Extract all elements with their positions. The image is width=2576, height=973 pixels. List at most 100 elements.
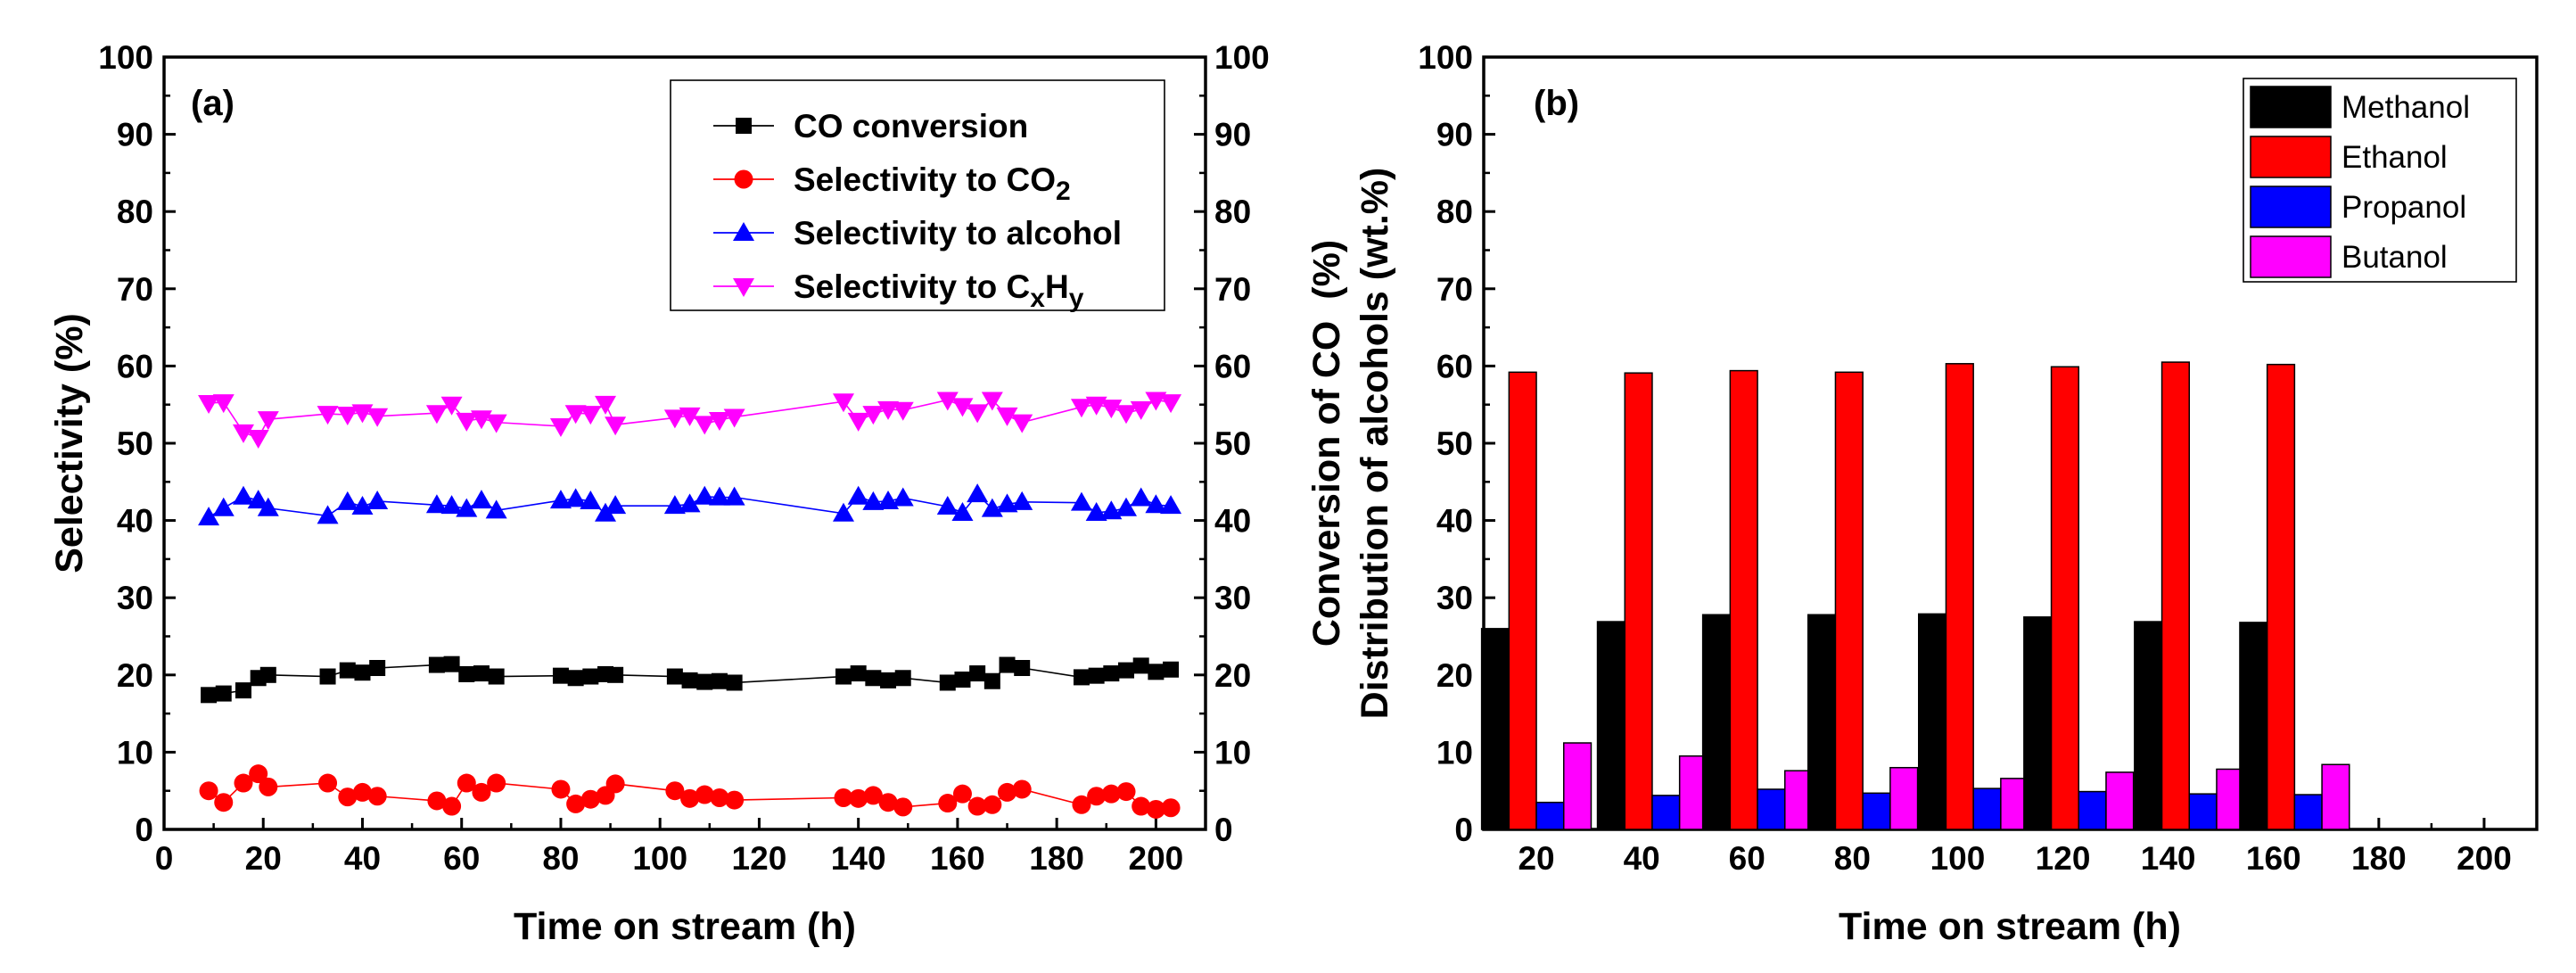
panel-a-selectivity-alcohol-point: [679, 493, 701, 513]
panel-a-selectivity-co2-point: [725, 790, 745, 810]
panel-a-selectivity-alcohol-point: [198, 507, 220, 526]
panel-b-bar-butanol: [2105, 771, 2135, 830]
panel-b-y-tick-label: 60: [1436, 348, 1473, 384]
panel-a-selectivity-co2-point: [580, 789, 600, 809]
panel-a-co-conversion-point: [1118, 662, 1135, 679]
panel-a-selectivity-alcohol-point: [1160, 495, 1182, 515]
panel-a-selectivity-cxhy-point: [212, 394, 235, 414]
panel-a-selectivity-cxhy-point: [832, 393, 854, 413]
panel-a-selectivity-alcohol-point: [847, 485, 869, 505]
panel-a-co-conversion-point: [354, 664, 371, 681]
panel-a-legend-box: [670, 79, 1165, 311]
panel-a-selectivity-alcohol-point: [1011, 491, 1033, 510]
panel-a-selectivity-co2-point: [249, 764, 268, 784]
legend-text-main: Selectivity to C: [794, 268, 1030, 305]
panel-a-selectivity-cxhy-point: [595, 395, 617, 415]
panel-b-bar-ethanol: [2160, 361, 2191, 830]
panel-b-bar-ethanol: [1945, 363, 1974, 830]
panel-a-co-conversion-point: [473, 665, 490, 682]
panel-a-selectivity-cxhy-point: [663, 409, 686, 429]
panel-b-bar-propanol: [1651, 795, 1681, 830]
panel-a-selectivity-alcohol-point: [564, 488, 587, 507]
panel-a-co-conversion-point: [552, 667, 569, 684]
panel-a-selectivity-co2-point: [352, 782, 372, 802]
panel-a-selectivity-co2-point: [234, 773, 253, 793]
panel-a-selectivity-co2-point: [1161, 798, 1181, 818]
panel-b-x-tick-label: 20: [1518, 840, 1554, 877]
panel-a-co-conversion-point: [607, 666, 624, 683]
panel-b-legend-ethanol-label: Ethanol: [2341, 140, 2448, 175]
panel-a-co-conversion-point: [1103, 665, 1120, 682]
panel-a-selectivity-alcohol-point: [470, 490, 492, 509]
panel-b-bar-butanol: [2321, 763, 2350, 830]
panel-a-selectivity-co2-point: [710, 787, 729, 807]
panel-a-selectivity-alcohol-point: [723, 486, 745, 506]
panel-a-selectivity-cxhy-point: [247, 429, 269, 449]
panel-a-co-conversion-point: [983, 672, 1000, 689]
panel-b-bar-propanol: [1757, 788, 1786, 830]
panel-a-co-conversion-point: [369, 660, 386, 677]
panel-a-co-conversion-point: [1014, 660, 1031, 677]
panel-a-x-tick-label: 160: [930, 840, 985, 877]
panel-b-y-tick-label: 70: [1436, 271, 1473, 308]
legend-text-subscript: y: [1069, 284, 1084, 313]
panel-a-selectivity-co2-point: [849, 788, 868, 808]
panel-a-x-tick-label: 180: [1029, 840, 1084, 877]
panel-a-selectivity-alcohol-point: [951, 501, 974, 521]
panel-a-y-tick-label: 0: [135, 812, 153, 848]
panel-a-co-conversion-point: [939, 674, 956, 691]
panel-b-bar-propanol: [1972, 787, 2002, 830]
panel-a-selectivity-co2-point: [1132, 796, 1151, 816]
panel-a-co-conversion-point: [726, 674, 743, 691]
panel-a-selectivity-co2-point: [1101, 784, 1121, 804]
panel-b-y-tick-label: 20: [1436, 657, 1473, 694]
panel-a-selectivity-co2-point: [893, 797, 913, 817]
panel-a-x-tick-label: 120: [732, 840, 787, 877]
panel-a-y-tick-label: 80: [117, 194, 153, 230]
panel-b-y-tick-label: 0: [1454, 812, 1473, 848]
panel-a-selectivity-alcohol-point: [663, 495, 686, 515]
panel-a-selectivity-alcohol-point: [892, 487, 914, 507]
panel-a-y-tick-label: 100: [98, 39, 153, 76]
panel-a-selectivity-cxhy-point: [580, 406, 602, 425]
panel-a-selectivity-alcohol-point: [440, 495, 463, 515]
panel-b-legend-swatch-ethanol: [2250, 136, 2332, 178]
panel-b-bar-butanol: [1563, 742, 1593, 830]
panel-a-selectivity-cxhy-point: [440, 396, 463, 416]
panel-a-selectivity-co2-point: [967, 796, 987, 816]
panel-a-selectivity-cxhy-point: [485, 414, 507, 433]
panel-a-y-tick-label: 90: [117, 117, 153, 153]
panel-a-selectivity-cxhy-point: [366, 408, 389, 427]
panel-a-selectivity-cxhy-point: [1070, 399, 1092, 418]
panel-a-selectivity-cxhy-point: [951, 398, 974, 417]
panel-b-bar-methanol: [2134, 621, 2163, 830]
panel-a-selectivity-co2-point: [952, 784, 972, 804]
panel-b-x-tick-label: 40: [1624, 840, 1660, 877]
panel-a-co-conversion-point: [259, 666, 276, 683]
panel-a-selectivity-co2-point: [998, 782, 1017, 802]
panel-a-selectivity-alcohol-point: [212, 497, 235, 516]
panel-a-selectivity-alcohol-point: [351, 496, 374, 515]
panel-a-co-conversion-point: [835, 668, 852, 685]
panel-a-co-conversion-point: [954, 671, 971, 688]
panel-a-chart: 0 20 40 60 80 100 120 140 160 180 2000102030405060…: [48, 39, 1348, 948]
panel-a-co-conversion-point: [582, 668, 599, 685]
panel-a-selectivity-cxhy-point: [456, 412, 478, 432]
panel-b-bar-ethanol: [1729, 369, 1758, 830]
panel-a-selectivity-co2-point: [487, 773, 506, 793]
panel-b-legend-swatch-propanol: [2250, 186, 2332, 228]
panel-a-selectivity-co2-point: [199, 781, 218, 801]
panel-a-legend-selectivity-alcohol-label: Selectivity to alcohol: [794, 215, 1122, 251]
panel-a-co-conversion-point: [1132, 657, 1149, 674]
panel-a-selectivity-cxhy-point: [862, 406, 885, 425]
panel-a-co-conversion-point: [850, 665, 867, 682]
panel-b-y-tick-label: 10: [1436, 734, 1473, 771]
panel-a-selectivity-cxhy-point: [1100, 400, 1123, 419]
panel-b-x-tick-label: 100: [1930, 840, 1986, 877]
panel-a-selectivity-cxhy-point: [708, 412, 730, 432]
panel-b-legend: Methanol Ethanol Propanol Butanol: [2243, 78, 2517, 283]
panel-a-selectivity-alcohol-point: [1145, 494, 1167, 514]
panel-a-selectivity-cxhy-point: [981, 392, 1003, 411]
panel-a-selectivity-alcohol-point: [425, 494, 448, 514]
panel-a-selectivity-co2-point: [1012, 779, 1032, 799]
